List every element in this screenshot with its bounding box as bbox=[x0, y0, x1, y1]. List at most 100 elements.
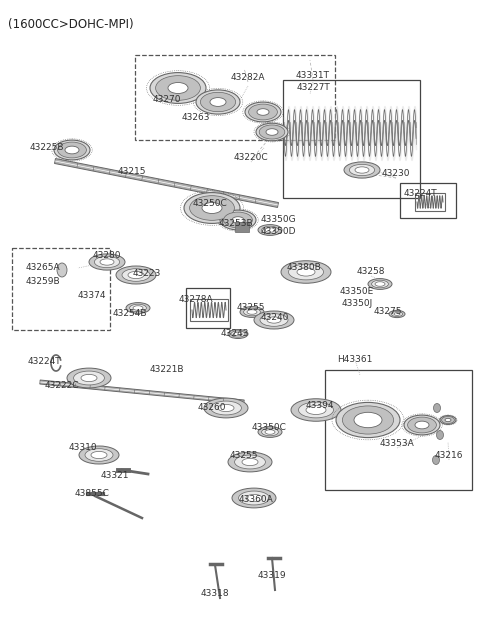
Ellipse shape bbox=[265, 430, 275, 434]
Ellipse shape bbox=[126, 302, 150, 313]
Ellipse shape bbox=[89, 254, 125, 270]
Ellipse shape bbox=[150, 73, 206, 103]
Ellipse shape bbox=[344, 162, 380, 178]
Ellipse shape bbox=[95, 256, 120, 267]
Text: 43221B: 43221B bbox=[150, 366, 184, 374]
Text: 43350J: 43350J bbox=[341, 300, 372, 309]
Text: 43350D: 43350D bbox=[260, 228, 296, 236]
Ellipse shape bbox=[342, 406, 394, 434]
Ellipse shape bbox=[247, 310, 257, 314]
Ellipse shape bbox=[267, 317, 281, 323]
Text: 43263: 43263 bbox=[182, 113, 210, 123]
Ellipse shape bbox=[85, 448, 113, 462]
Ellipse shape bbox=[306, 406, 326, 414]
Ellipse shape bbox=[445, 419, 451, 422]
Ellipse shape bbox=[259, 125, 285, 139]
Ellipse shape bbox=[354, 412, 382, 428]
Bar bbox=[400, 183, 456, 218]
Ellipse shape bbox=[228, 330, 248, 338]
Ellipse shape bbox=[433, 404, 441, 412]
Text: 43222C: 43222C bbox=[45, 381, 79, 391]
Ellipse shape bbox=[349, 164, 374, 175]
Text: 43253B: 43253B bbox=[219, 220, 253, 228]
Ellipse shape bbox=[235, 455, 265, 469]
Ellipse shape bbox=[122, 269, 150, 281]
Ellipse shape bbox=[234, 332, 242, 336]
Ellipse shape bbox=[372, 281, 388, 288]
Bar bbox=[190, 299, 228, 321]
Ellipse shape bbox=[57, 263, 67, 277]
Ellipse shape bbox=[257, 109, 269, 115]
Ellipse shape bbox=[260, 313, 288, 327]
Bar bbox=[235, 222, 249, 232]
Ellipse shape bbox=[54, 140, 90, 160]
Text: (1600CC>DOHC-MPI): (1600CC>DOHC-MPI) bbox=[8, 18, 133, 31]
Text: 43255: 43255 bbox=[237, 304, 265, 312]
Ellipse shape bbox=[368, 279, 392, 289]
Ellipse shape bbox=[231, 331, 245, 337]
Ellipse shape bbox=[100, 259, 114, 265]
Ellipse shape bbox=[408, 417, 436, 433]
Polygon shape bbox=[40, 380, 244, 404]
Ellipse shape bbox=[266, 129, 278, 136]
Ellipse shape bbox=[262, 428, 278, 436]
Text: 43282A: 43282A bbox=[231, 73, 265, 83]
Bar bbox=[12, 248, 110, 330]
Ellipse shape bbox=[65, 146, 79, 154]
Ellipse shape bbox=[168, 83, 188, 93]
Ellipse shape bbox=[355, 167, 369, 173]
Ellipse shape bbox=[394, 313, 400, 315]
Ellipse shape bbox=[211, 401, 241, 415]
Ellipse shape bbox=[224, 212, 252, 228]
Ellipse shape bbox=[218, 404, 234, 412]
Ellipse shape bbox=[336, 402, 400, 438]
Text: 43224T: 43224T bbox=[27, 358, 61, 366]
Ellipse shape bbox=[156, 76, 201, 100]
Ellipse shape bbox=[440, 415, 456, 424]
Ellipse shape bbox=[220, 210, 256, 230]
Ellipse shape bbox=[81, 374, 97, 382]
Text: 43360A: 43360A bbox=[239, 496, 274, 504]
Ellipse shape bbox=[246, 494, 262, 501]
Text: 43855C: 43855C bbox=[74, 490, 109, 498]
Text: 43230: 43230 bbox=[382, 169, 410, 177]
Ellipse shape bbox=[243, 309, 260, 316]
Ellipse shape bbox=[391, 312, 403, 317]
Text: 43394: 43394 bbox=[306, 401, 334, 411]
Ellipse shape bbox=[130, 304, 146, 312]
Text: 43260: 43260 bbox=[198, 404, 226, 412]
Text: 43331T: 43331T bbox=[296, 72, 330, 80]
Text: 43258: 43258 bbox=[357, 267, 385, 277]
Ellipse shape bbox=[299, 402, 334, 418]
Text: 43350G: 43350G bbox=[260, 215, 296, 225]
Text: 43278A: 43278A bbox=[179, 295, 213, 305]
Polygon shape bbox=[55, 159, 278, 208]
Ellipse shape bbox=[254, 311, 294, 329]
Ellipse shape bbox=[67, 368, 111, 388]
Ellipse shape bbox=[288, 264, 324, 280]
Text: 43319: 43319 bbox=[258, 572, 286, 580]
Ellipse shape bbox=[258, 427, 282, 437]
Text: 43220C: 43220C bbox=[234, 152, 268, 162]
Ellipse shape bbox=[201, 92, 236, 112]
Ellipse shape bbox=[232, 216, 244, 223]
Ellipse shape bbox=[249, 104, 277, 120]
Ellipse shape bbox=[415, 421, 429, 429]
Bar bbox=[283, 80, 420, 198]
Ellipse shape bbox=[442, 417, 455, 424]
Ellipse shape bbox=[265, 228, 275, 232]
Text: 43265A: 43265A bbox=[26, 264, 60, 272]
Ellipse shape bbox=[91, 452, 107, 458]
Ellipse shape bbox=[133, 306, 143, 310]
Ellipse shape bbox=[204, 398, 248, 418]
Text: 43280: 43280 bbox=[93, 251, 121, 261]
Ellipse shape bbox=[242, 458, 258, 466]
Ellipse shape bbox=[281, 261, 331, 283]
Bar bbox=[415, 193, 445, 211]
Ellipse shape bbox=[262, 226, 278, 234]
Text: 43227T: 43227T bbox=[296, 83, 330, 93]
Text: 43270: 43270 bbox=[153, 96, 181, 104]
Text: 43353A: 43353A bbox=[380, 440, 414, 448]
Text: 43224T: 43224T bbox=[403, 188, 437, 198]
Ellipse shape bbox=[389, 310, 405, 318]
